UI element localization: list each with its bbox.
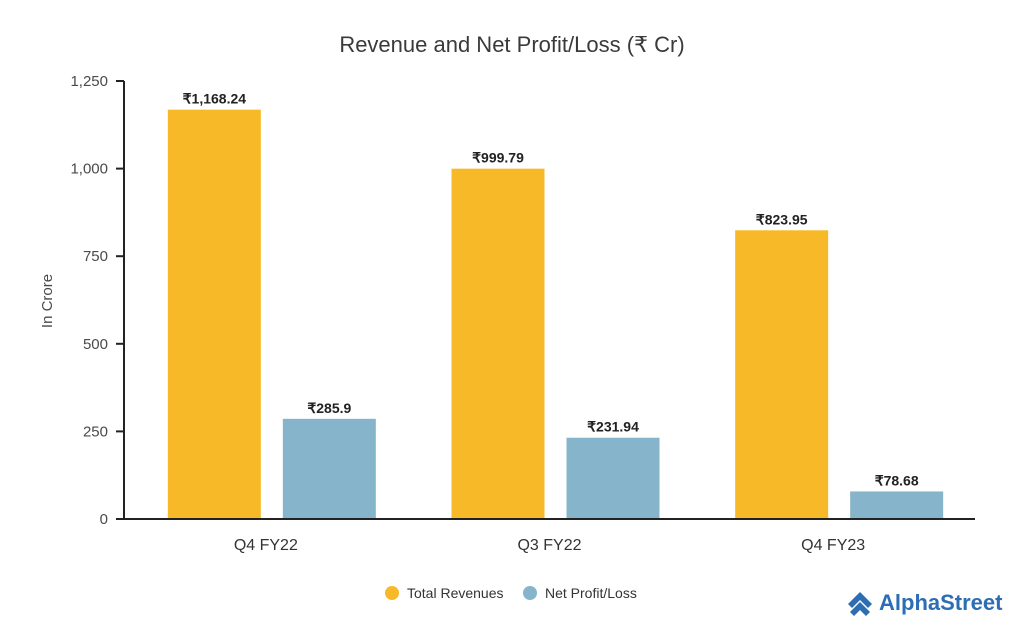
y-tick-label: 250 [83, 423, 108, 440]
x-tick-label: Q3 FY22 [517, 537, 581, 554]
alphastreet-logo-icon [848, 592, 872, 616]
y-tick-label: 750 [83, 248, 108, 265]
y-axis-label: In Crore [39, 274, 56, 328]
data-label: ₹231.94 [587, 419, 639, 435]
bar-total-revenues-q4-fy22 [167, 109, 261, 519]
brand-name: AlphaStreet [879, 590, 1003, 615]
chart-title: Revenue and Net Profit/Loss (₹ Cr) [339, 32, 684, 57]
bar-total-revenues-q4-fy23 [735, 230, 829, 520]
legend: Total Revenues Net Profit/Loss [385, 585, 637, 601]
bar-net-profit-loss-q4-fy23 [850, 491, 944, 519]
bar-net-profit-loss-q3-fy22 [566, 437, 660, 519]
data-label: ₹1,168.24 [183, 91, 247, 107]
x-axis: Q4 FY22 Q3 FY22 Q4 FY23 [124, 518, 975, 554]
legend-label: Total Revenues [407, 585, 504, 601]
data-label: ₹823.95 [756, 211, 808, 227]
y-axis: 0 250 500 750 1,000 1,250 [70, 73, 125, 528]
brand-logo: AlphaStreet [848, 590, 1003, 616]
data-label: ₹999.79 [472, 150, 524, 166]
data-label: ₹285.9 [307, 400, 351, 416]
legend-swatch [523, 586, 537, 600]
bars-group [167, 109, 944, 520]
data-label: ₹78.68 [875, 472, 919, 488]
x-tick-label: Q4 FY22 [234, 537, 298, 554]
data-labels-group: ₹1,168.24 ₹285.9 ₹999.79 ₹231.94 ₹823.95 ₹78.… [183, 91, 919, 489]
bar-total-revenues-q3-fy22 [451, 168, 545, 519]
bar-net-profit-loss-q4-fy22 [282, 418, 376, 519]
y-tick-label: 1,250 [70, 73, 108, 90]
y-tick-label: 500 [83, 336, 108, 353]
x-tick-label: Q4 FY23 [801, 537, 865, 554]
legend-item-net-profit-loss: Net Profit/Loss [523, 585, 637, 601]
legend-label: Net Profit/Loss [545, 585, 637, 601]
y-tick-label: 0 [100, 511, 108, 528]
legend-item-total-revenues: Total Revenues [385, 585, 504, 601]
y-tick-label: 1,000 [70, 161, 108, 178]
legend-swatch [385, 586, 399, 600]
